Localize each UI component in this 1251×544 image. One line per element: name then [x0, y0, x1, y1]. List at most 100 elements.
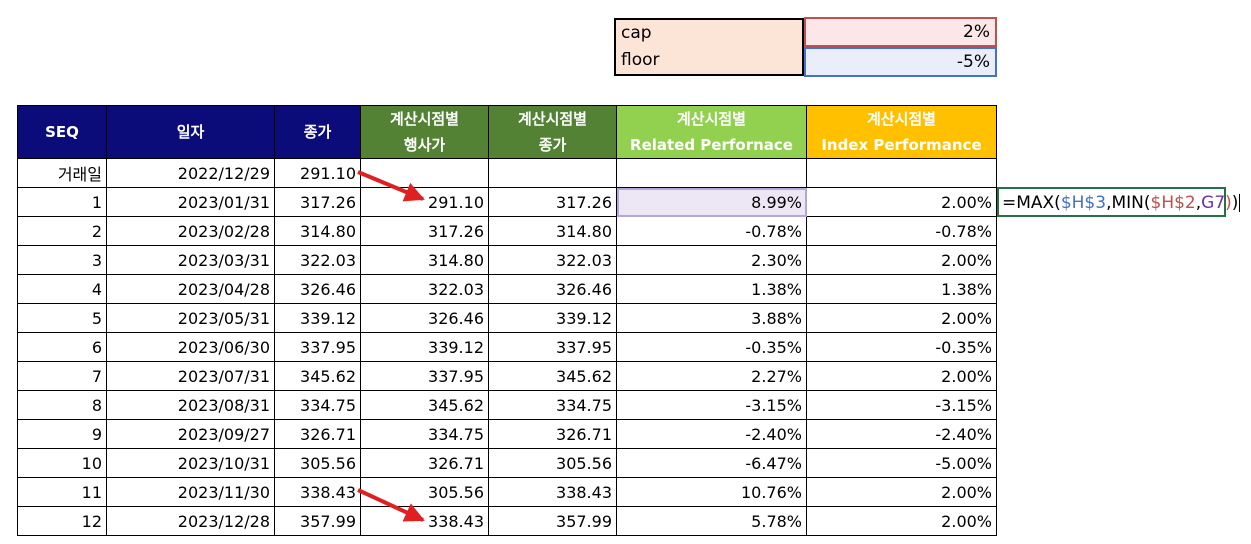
cell-date[interactable]: 2023/08/31	[106, 390, 275, 420]
cell-related-performance[interactable]: -2.40%	[616, 419, 807, 449]
cell-seq[interactable]: 12	[17, 506, 107, 536]
cell-index-performance[interactable]: -3.15%	[806, 390, 997, 420]
cell-index-performance[interactable]: 1.38%	[806, 274, 997, 304]
cell-calc-close[interactable]: 314.80	[488, 216, 617, 246]
cell-related-performance[interactable]: -0.35%	[616, 332, 807, 362]
cell-calc-close[interactable]: 339.12	[488, 303, 617, 333]
cell-index-performance[interactable]: 2.00%	[806, 187, 997, 217]
cell-related-performance[interactable]: 3.88%	[616, 303, 807, 333]
cell-date[interactable]: 2023/10/31	[106, 448, 275, 478]
cell-date[interactable]: 2023/02/28	[106, 216, 275, 246]
cell-related-performance[interactable]: -3.15%	[616, 390, 807, 420]
cell-date[interactable]: 2022/12/29	[106, 158, 275, 188]
cell-calc-close[interactable]: 337.95	[488, 332, 617, 362]
header-seq[interactable]: SEQ	[17, 105, 107, 159]
cell-close[interactable]: 334.75	[274, 390, 361, 420]
cell-seq[interactable]: 7	[17, 361, 107, 391]
cell-related-performance[interactable]	[616, 158, 807, 188]
cell-seq[interactable]: 4	[17, 274, 107, 304]
cell-index-performance[interactable]: 2.00%	[806, 303, 997, 333]
cell-seq[interactable]: 5	[17, 303, 107, 333]
cell-close[interactable]: 345.62	[274, 361, 361, 391]
cell-exercise-price[interactable]: 337.95	[360, 361, 489, 391]
cell-close[interactable]: 322.03	[274, 245, 361, 275]
cell-index-performance[interactable]: -2.40%	[806, 419, 997, 449]
cell-seq[interactable]: 2	[17, 216, 107, 246]
cell-index-performance[interactable]: -5.00%	[806, 448, 997, 478]
cell-close[interactable]: 326.46	[274, 274, 361, 304]
cell-exercise-price[interactable]: 339.12	[360, 332, 489, 362]
cell-related-performance[interactable]: 10.76%	[616, 477, 807, 507]
header-date[interactable]: 일자	[106, 105, 275, 159]
cell-calc-close[interactable]	[488, 158, 617, 188]
cell-index-performance[interactable]	[806, 158, 997, 188]
cell-calc-close[interactable]: 338.43	[488, 477, 617, 507]
cell-exercise-price[interactable]: 326.71	[360, 448, 489, 478]
header-close[interactable]: 종가	[274, 105, 361, 159]
cell-exercise-price[interactable]: 317.26	[360, 216, 489, 246]
cell-close[interactable]: 357.99	[274, 506, 361, 536]
cell-index-performance[interactable]: -0.35%	[806, 332, 997, 362]
cell-close[interactable]: 314.80	[274, 216, 361, 246]
cell-calc-close[interactable]: 317.26	[488, 187, 617, 217]
cell-exercise-price[interactable]: 305.56	[360, 477, 489, 507]
cell-index-performance[interactable]: 2.00%	[806, 506, 997, 536]
cell-calc-close[interactable]: 326.46	[488, 274, 617, 304]
cell-calc-close[interactable]: 322.03	[488, 245, 617, 275]
header-related-performance[interactable]: 계산시점별 Related Perfornace	[616, 105, 807, 159]
cell-exercise-price[interactable]: 345.62	[360, 390, 489, 420]
cell-related-performance[interactable]: 5.78%	[616, 506, 807, 536]
cell-date[interactable]: 2023/12/28	[106, 506, 275, 536]
cell-date[interactable]: 2023/09/27	[106, 419, 275, 449]
cell-index-performance[interactable]: 2.00%	[806, 245, 997, 275]
floor-label[interactable]: floor	[614, 47, 804, 76]
cell-close[interactable]: 326.71	[274, 419, 361, 449]
cell-close[interactable]: 317.26	[274, 187, 361, 217]
cell-date[interactable]: 2023/04/28	[106, 274, 275, 304]
cell-calc-close[interactable]: 345.62	[488, 361, 617, 391]
cell-close[interactable]: 291.10	[274, 158, 361, 188]
cell-index-performance[interactable]: 2.00%	[806, 477, 997, 507]
cell-date[interactable]: 2023/06/30	[106, 332, 275, 362]
cell-exercise-price[interactable]: 326.46	[360, 303, 489, 333]
cell-calc-close[interactable]: 326.71	[488, 419, 617, 449]
cell-date[interactable]: 2023/05/31	[106, 303, 275, 333]
cell-close[interactable]: 305.56	[274, 448, 361, 478]
cell-seq[interactable]: 8	[17, 390, 107, 420]
header-index-performance[interactable]: 계산시점별 Index Performance	[806, 105, 997, 159]
cap-value-cell[interactable]: 2%	[804, 17, 997, 47]
cell-close[interactable]: 339.12	[274, 303, 361, 333]
cell-related-performance[interactable]: -6.47%	[616, 448, 807, 478]
cell-index-performance[interactable]: 2.00%	[806, 361, 997, 391]
cell-seq[interactable]: 거래일	[17, 158, 107, 188]
cell-related-performance[interactable]: 8.99%	[616, 187, 807, 217]
cell-exercise-price[interactable]: 291.10	[360, 187, 489, 217]
cap-label[interactable]: cap	[614, 18, 804, 47]
cell-seq[interactable]: 11	[17, 477, 107, 507]
floor-value-cell[interactable]: -5%	[804, 47, 997, 77]
cell-seq[interactable]: 10	[17, 448, 107, 478]
cell-related-performance[interactable]: -0.78%	[616, 216, 807, 246]
cell-close[interactable]: 337.95	[274, 332, 361, 362]
cell-date[interactable]: 2023/03/31	[106, 245, 275, 275]
cell-index-performance[interactable]: -0.78%	[806, 216, 997, 246]
cell-exercise-price[interactable]: 338.43	[360, 506, 489, 536]
cell-seq[interactable]: 9	[17, 419, 107, 449]
header-calc-close[interactable]: 계산시점별 종가	[488, 105, 617, 159]
header-calc-exercise-price[interactable]: 계산시점별 행사가	[360, 105, 489, 159]
cell-exercise-price[interactable]	[360, 158, 489, 188]
cell-seq[interactable]: 1	[17, 187, 107, 217]
cell-exercise-price[interactable]: 322.03	[360, 274, 489, 304]
cell-exercise-price[interactable]: 314.80	[360, 245, 489, 275]
cell-calc-close[interactable]: 334.75	[488, 390, 617, 420]
cell-calc-close[interactable]: 305.56	[488, 448, 617, 478]
cell-calc-close[interactable]: 357.99	[488, 506, 617, 536]
cell-seq[interactable]: 6	[17, 332, 107, 362]
cell-related-performance[interactable]: 2.27%	[616, 361, 807, 391]
formula-edit-cell[interactable]: =MAX($H$3,MIN($H$2,G7))	[997, 187, 1241, 217]
cell-related-performance[interactable]: 1.38%	[616, 274, 807, 304]
cell-date[interactable]: 2023/01/31	[106, 187, 275, 217]
cell-close[interactable]: 338.43	[274, 477, 361, 507]
cell-exercise-price[interactable]: 334.75	[360, 419, 489, 449]
cell-seq[interactable]: 3	[17, 245, 107, 275]
